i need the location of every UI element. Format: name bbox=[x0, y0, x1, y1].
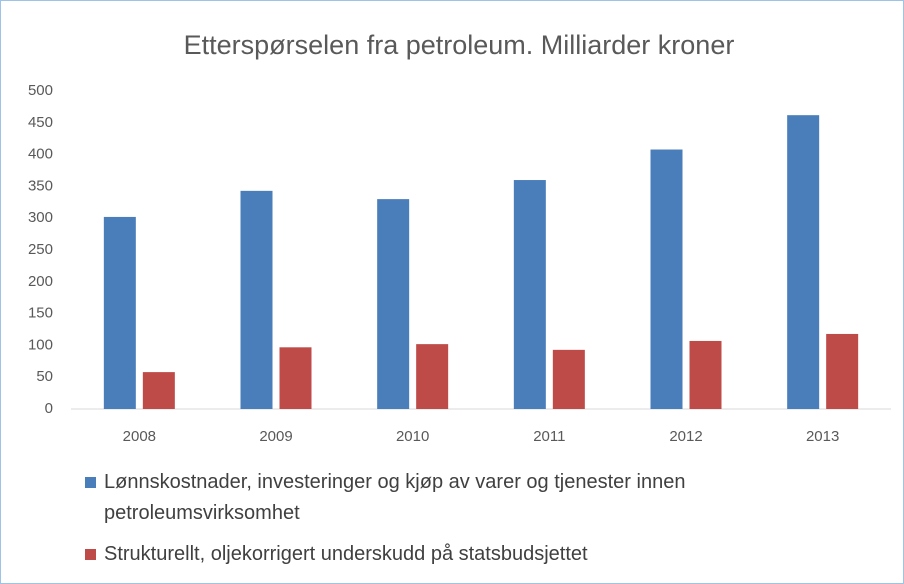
legend-entry: Lønnskostnader, investeringer og kjøp av… bbox=[85, 467, 875, 529]
x-tick-label: 2009 bbox=[259, 428, 292, 445]
bar bbox=[240, 190, 273, 409]
legend-swatch bbox=[85, 477, 96, 488]
bar bbox=[787, 115, 820, 409]
bar bbox=[416, 344, 449, 409]
y-tick-label: 350 bbox=[28, 177, 53, 194]
legend: Lønnskostnader, investeringer og kjøp av… bbox=[85, 467, 875, 580]
legend-label: Lønnskostnader, investeringer og kjøp av… bbox=[104, 471, 686, 524]
y-tick-label: 200 bbox=[28, 273, 53, 290]
bar bbox=[142, 372, 175, 409]
bar bbox=[279, 347, 312, 409]
chart-title: Etterspørselen fra petroleum. Milliarder… bbox=[184, 30, 735, 60]
y-tick-label: 150 bbox=[28, 305, 53, 322]
bar bbox=[826, 333, 859, 409]
bar bbox=[650, 149, 683, 409]
legend-label: Strukturellt, oljekorrigert underskudd p… bbox=[104, 543, 588, 565]
bar bbox=[377, 199, 410, 409]
x-tick-label: 2011 bbox=[533, 428, 565, 445]
x-tick-label: 2008 bbox=[123, 428, 156, 445]
y-tick-label: 450 bbox=[28, 114, 53, 131]
y-tick-label: 400 bbox=[28, 146, 53, 163]
x-tick-label: 2012 bbox=[669, 428, 702, 445]
y-tick-label: 100 bbox=[28, 336, 53, 353]
y-tick-label: 300 bbox=[28, 209, 53, 226]
x-tick-label: 2010 bbox=[396, 428, 429, 445]
legend-swatch bbox=[85, 549, 96, 560]
y-tick-label: 250 bbox=[28, 241, 53, 258]
y-tick-label: 0 bbox=[45, 400, 53, 417]
y-tick-label: 500 bbox=[28, 82, 53, 99]
bar bbox=[689, 340, 722, 409]
legend-entry: Strukturellt, oljekorrigert underskudd p… bbox=[85, 539, 875, 570]
y-tick-label: 50 bbox=[36, 368, 53, 385]
bar bbox=[552, 349, 585, 409]
bar bbox=[513, 180, 546, 409]
x-tick-label: 2013 bbox=[806, 428, 839, 445]
bar bbox=[103, 216, 136, 409]
